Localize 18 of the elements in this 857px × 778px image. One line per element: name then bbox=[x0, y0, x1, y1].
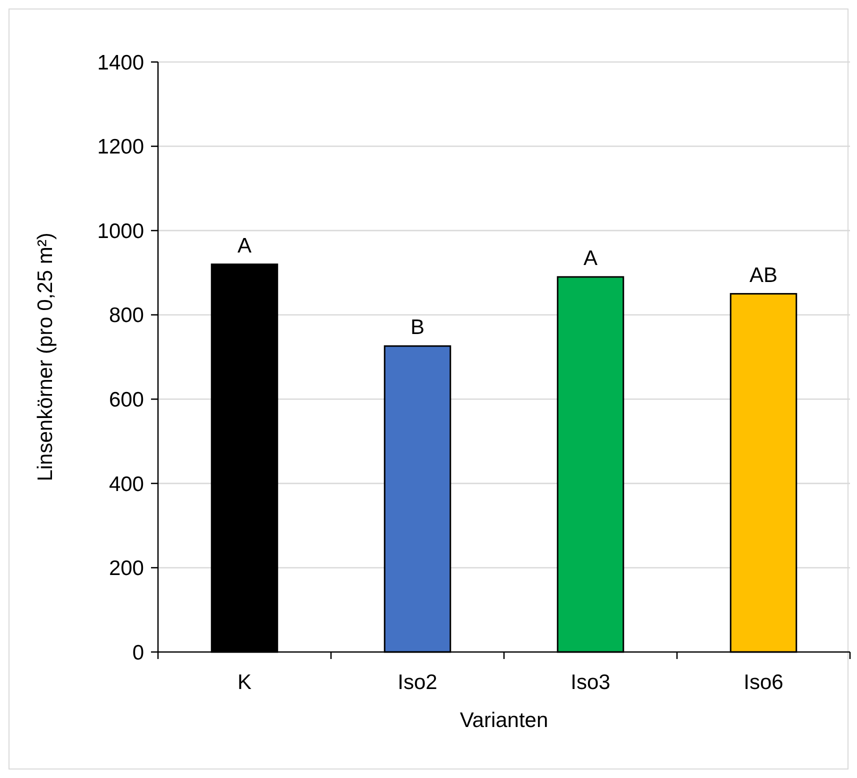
x-tick-label: K bbox=[237, 671, 252, 694]
x-tick-label: Iso2 bbox=[398, 671, 438, 694]
x-tick-label: Iso6 bbox=[744, 671, 784, 694]
annotation: AB bbox=[749, 264, 778, 287]
y-tick-label: 600 bbox=[108, 388, 144, 412]
y-tick-label: 1000 bbox=[97, 220, 144, 243]
y-tick-label: 800 bbox=[108, 304, 144, 328]
x-axis-title: Varianten bbox=[460, 709, 548, 732]
y-tick-label: 200 bbox=[108, 557, 144, 580]
annotation: A bbox=[583, 246, 598, 270]
y-tick-label: 0 bbox=[132, 641, 144, 664]
y-tick-label: 1400 bbox=[97, 51, 144, 74]
annotation: B bbox=[410, 316, 425, 340]
y-tick-label: 400 bbox=[108, 472, 144, 496]
x-tick-label: Iso3 bbox=[570, 671, 610, 694]
y-tick-label: 1200 bbox=[97, 136, 144, 159]
y-axis-title: Linsenkörner (pro 0,25 m²) bbox=[34, 232, 57, 482]
annotation: A bbox=[237, 234, 252, 258]
